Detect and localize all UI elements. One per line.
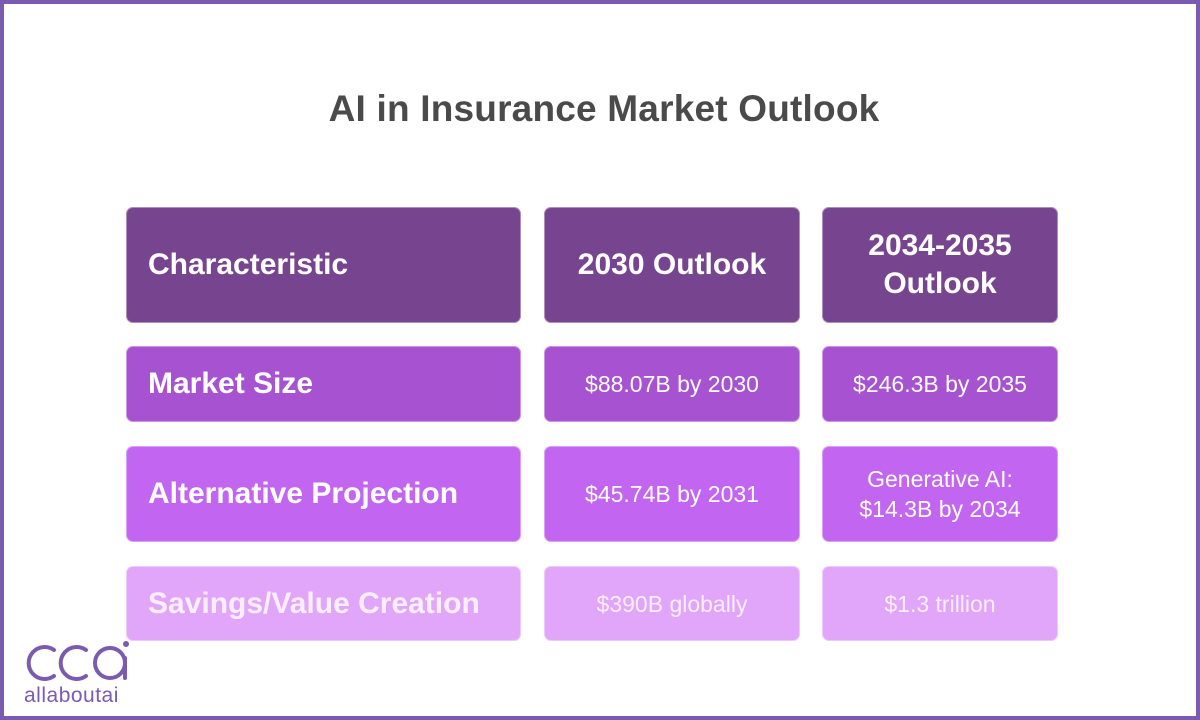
header-2030-outlook: 2030 Outlook <box>544 207 800 323</box>
savings-2030: $390B globally <box>596 590 748 617</box>
header-2034-2035-outlook: 2034-2035 Outlook <box>822 207 1058 323</box>
header-characteristic: Characteristic <box>126 207 521 323</box>
alt-projection-2030: $45.74B by 2031 <box>585 481 759 507</box>
table-row-label: Market Size <box>126 346 521 422</box>
table-row-label: Savings/Value Creation <box>126 566 521 641</box>
table-cell: $390B globally <box>544 566 800 641</box>
page-title: AI in Insurance Market Outlook <box>328 88 880 129</box>
row-label-savings-value-creation: Savings/Value Creation <box>148 586 480 620</box>
header-label: Characteristic <box>148 248 349 281</box>
header-label: 2030 Outlook <box>577 248 767 281</box>
header-label: 2034-2035 Outlook <box>868 229 1012 300</box>
table-cell: $45.74B by 2031 <box>544 446 800 542</box>
table-cell: $246.3B by 2035 <box>822 346 1058 422</box>
table-cell: Generative AI: $14.3B by 2034 <box>822 446 1058 542</box>
row-label-market-size: Market Size <box>148 367 314 400</box>
table-row-label: Alternative Projection <box>126 446 521 542</box>
allaboutai-logo-icon <box>26 641 129 681</box>
savings-2035: $1.3 trillion <box>884 590 996 617</box>
alt-projection-2034: Generative AI: $14.3B by 2034 <box>859 466 1021 522</box>
table-cell: $88.07B by 2030 <box>544 346 800 422</box>
market-size-2035: $246.3B by 2035 <box>853 371 1027 397</box>
market-size-2030: $88.07B by 2030 <box>585 371 759 397</box>
row-label-alternative-projection: Alternative Projection <box>148 477 459 510</box>
table-cell: $1.3 trillion <box>822 566 1058 641</box>
brand-name: allaboutai <box>24 684 119 707</box>
